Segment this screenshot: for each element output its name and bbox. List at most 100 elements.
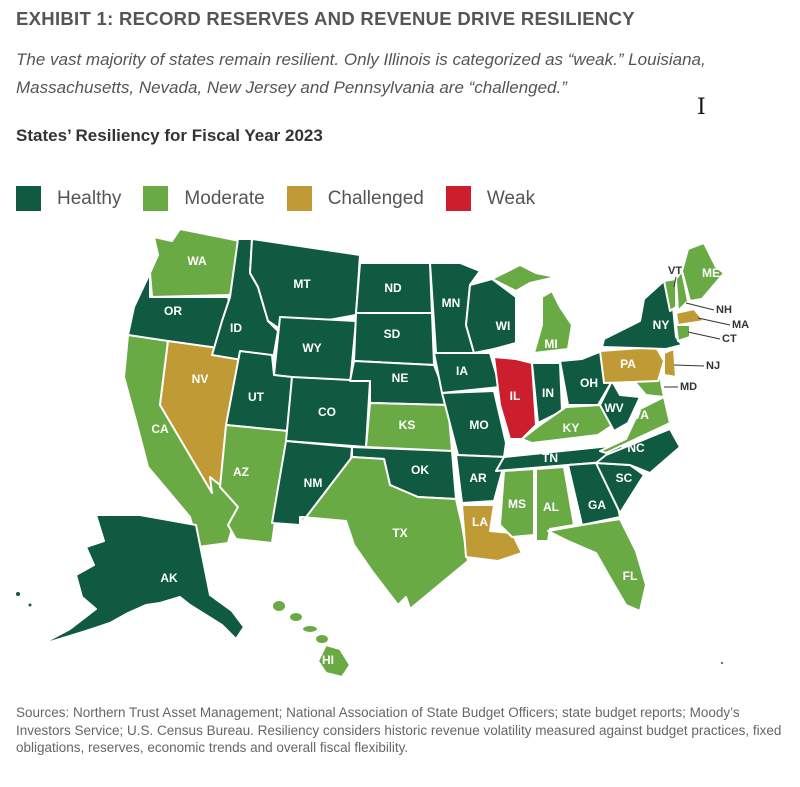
label-ct: CT [722, 333, 737, 345]
state-ms [499, 468, 535, 538]
state-mo [441, 390, 507, 458]
state-me [681, 242, 725, 302]
label-md: MD [680, 381, 697, 393]
label-la: LA [472, 515, 488, 529]
legend-item-healthy: Healthy [16, 186, 121, 211]
label-ms: MS [508, 497, 526, 511]
label-nd: ND [384, 281, 402, 295]
label-me: ME [702, 266, 720, 280]
label-il: IL [510, 389, 521, 403]
us-resiliency-map: WA OR CA NV ID MT WY UT AZ CO NM ND SD N… [14, 228, 749, 678]
label-tx: TX [392, 526, 407, 540]
label-id: ID [230, 321, 242, 335]
text-cursor-icon: I [697, 95, 706, 120]
label-pa: PA [620, 357, 636, 371]
state-nj [663, 348, 677, 378]
state-ar [455, 454, 507, 504]
legend-swatch-healthy [16, 186, 41, 211]
state-hi [317, 644, 351, 678]
state-mi-up [491, 264, 557, 292]
label-ne: NE [392, 371, 409, 385]
legend-label-weak: Weak [486, 187, 536, 209]
state-mi [533, 290, 573, 354]
label-ar: AR [469, 471, 487, 485]
legend-swatch-weak [445, 186, 471, 211]
label-ia: IA [456, 364, 468, 378]
legend-label-healthy: Healthy [57, 187, 122, 209]
state-pr [719, 660, 725, 666]
state-fl [547, 518, 647, 612]
legend-item-moderate: Moderate [143, 186, 265, 211]
label-co: CO [318, 405, 336, 419]
state-hi-molokai [301, 624, 319, 634]
state-hi-kauai [271, 599, 287, 613]
state-ak-island [14, 590, 22, 598]
state-il [493, 356, 537, 440]
state-la [461, 504, 523, 562]
legend-swatch-challenged [286, 186, 312, 211]
legend-swatch-moderate [143, 186, 169, 211]
leader-nj [673, 364, 705, 367]
label-ga: GA [588, 498, 606, 512]
label-ny: NY [653, 318, 670, 332]
leader-nh [685, 302, 715, 311]
label-mi: MI [544, 337, 557, 351]
leader-ct [687, 331, 721, 340]
state-hi-oahu [288, 611, 304, 623]
label-va: VA [633, 408, 649, 422]
exhibit-subtitle: The vast majority of states remain resil… [16, 50, 706, 97]
state-ny [601, 280, 683, 350]
exhibit-title: EXHIBIT 1: RECORD RESERVES AND REVENUE D… [16, 8, 635, 29]
label-az: AZ [233, 465, 249, 479]
label-tn: TN [542, 451, 558, 465]
state-vt [663, 278, 677, 312]
label-ca: CA [151, 422, 169, 436]
label-nj: NJ [706, 360, 720, 372]
label-al: AL [543, 500, 559, 514]
label-fl: FL [623, 569, 638, 583]
legend-item-challenged: Challenged [286, 186, 424, 211]
legend-label-challenged: Challenged [327, 187, 424, 209]
label-mn: MN [442, 296, 461, 310]
label-oh: OH [580, 376, 598, 390]
label-nm: NM [304, 476, 323, 490]
label-in: IN [542, 386, 554, 400]
state-wi [465, 278, 517, 354]
label-sd: SD [384, 327, 401, 341]
label-hi: HI [322, 653, 334, 667]
label-nv: NV [192, 372, 209, 386]
label-ma: MA [732, 319, 749, 331]
state-hi-maui [314, 633, 330, 645]
state-ct [675, 324, 691, 342]
state-ma [675, 308, 705, 326]
sources-note: Sources: Northern Trust Asset Management… [16, 705, 782, 755]
label-wi: WI [496, 319, 511, 333]
state-tx [299, 456, 469, 610]
label-or: OR [164, 304, 182, 318]
state-ak [39, 514, 245, 646]
label-mo: MO [469, 418, 488, 432]
state-nc [595, 428, 681, 474]
label-wy: WY [302, 341, 321, 355]
label-nh: NH [716, 304, 732, 316]
state-ak-island [26, 601, 34, 609]
label-sc: SC [616, 471, 633, 485]
state-al [535, 466, 575, 542]
label-nc: NC [627, 441, 645, 455]
label-mt: MT [293, 277, 311, 291]
legend-label-moderate: Moderate [184, 187, 265, 209]
label-vt: VT [668, 265, 682, 277]
map-legend: Healthy Moderate Challenged Weak [16, 186, 557, 211]
label-ut: UT [248, 390, 265, 404]
label-ks: KS [399, 418, 416, 432]
label-ok: OK [411, 463, 429, 477]
label-ky: KY [563, 421, 580, 435]
map-title: States’ Resiliency for Fiscal Year 2023 [16, 126, 323, 145]
label-wv: WV [604, 401, 623, 415]
label-wa: WA [187, 254, 207, 268]
legend-item-weak: Weak [445, 186, 536, 211]
leader-ma [697, 317, 731, 326]
label-ak: AK [160, 571, 178, 585]
state-nh [675, 270, 689, 312]
leader-vt [673, 276, 677, 288]
